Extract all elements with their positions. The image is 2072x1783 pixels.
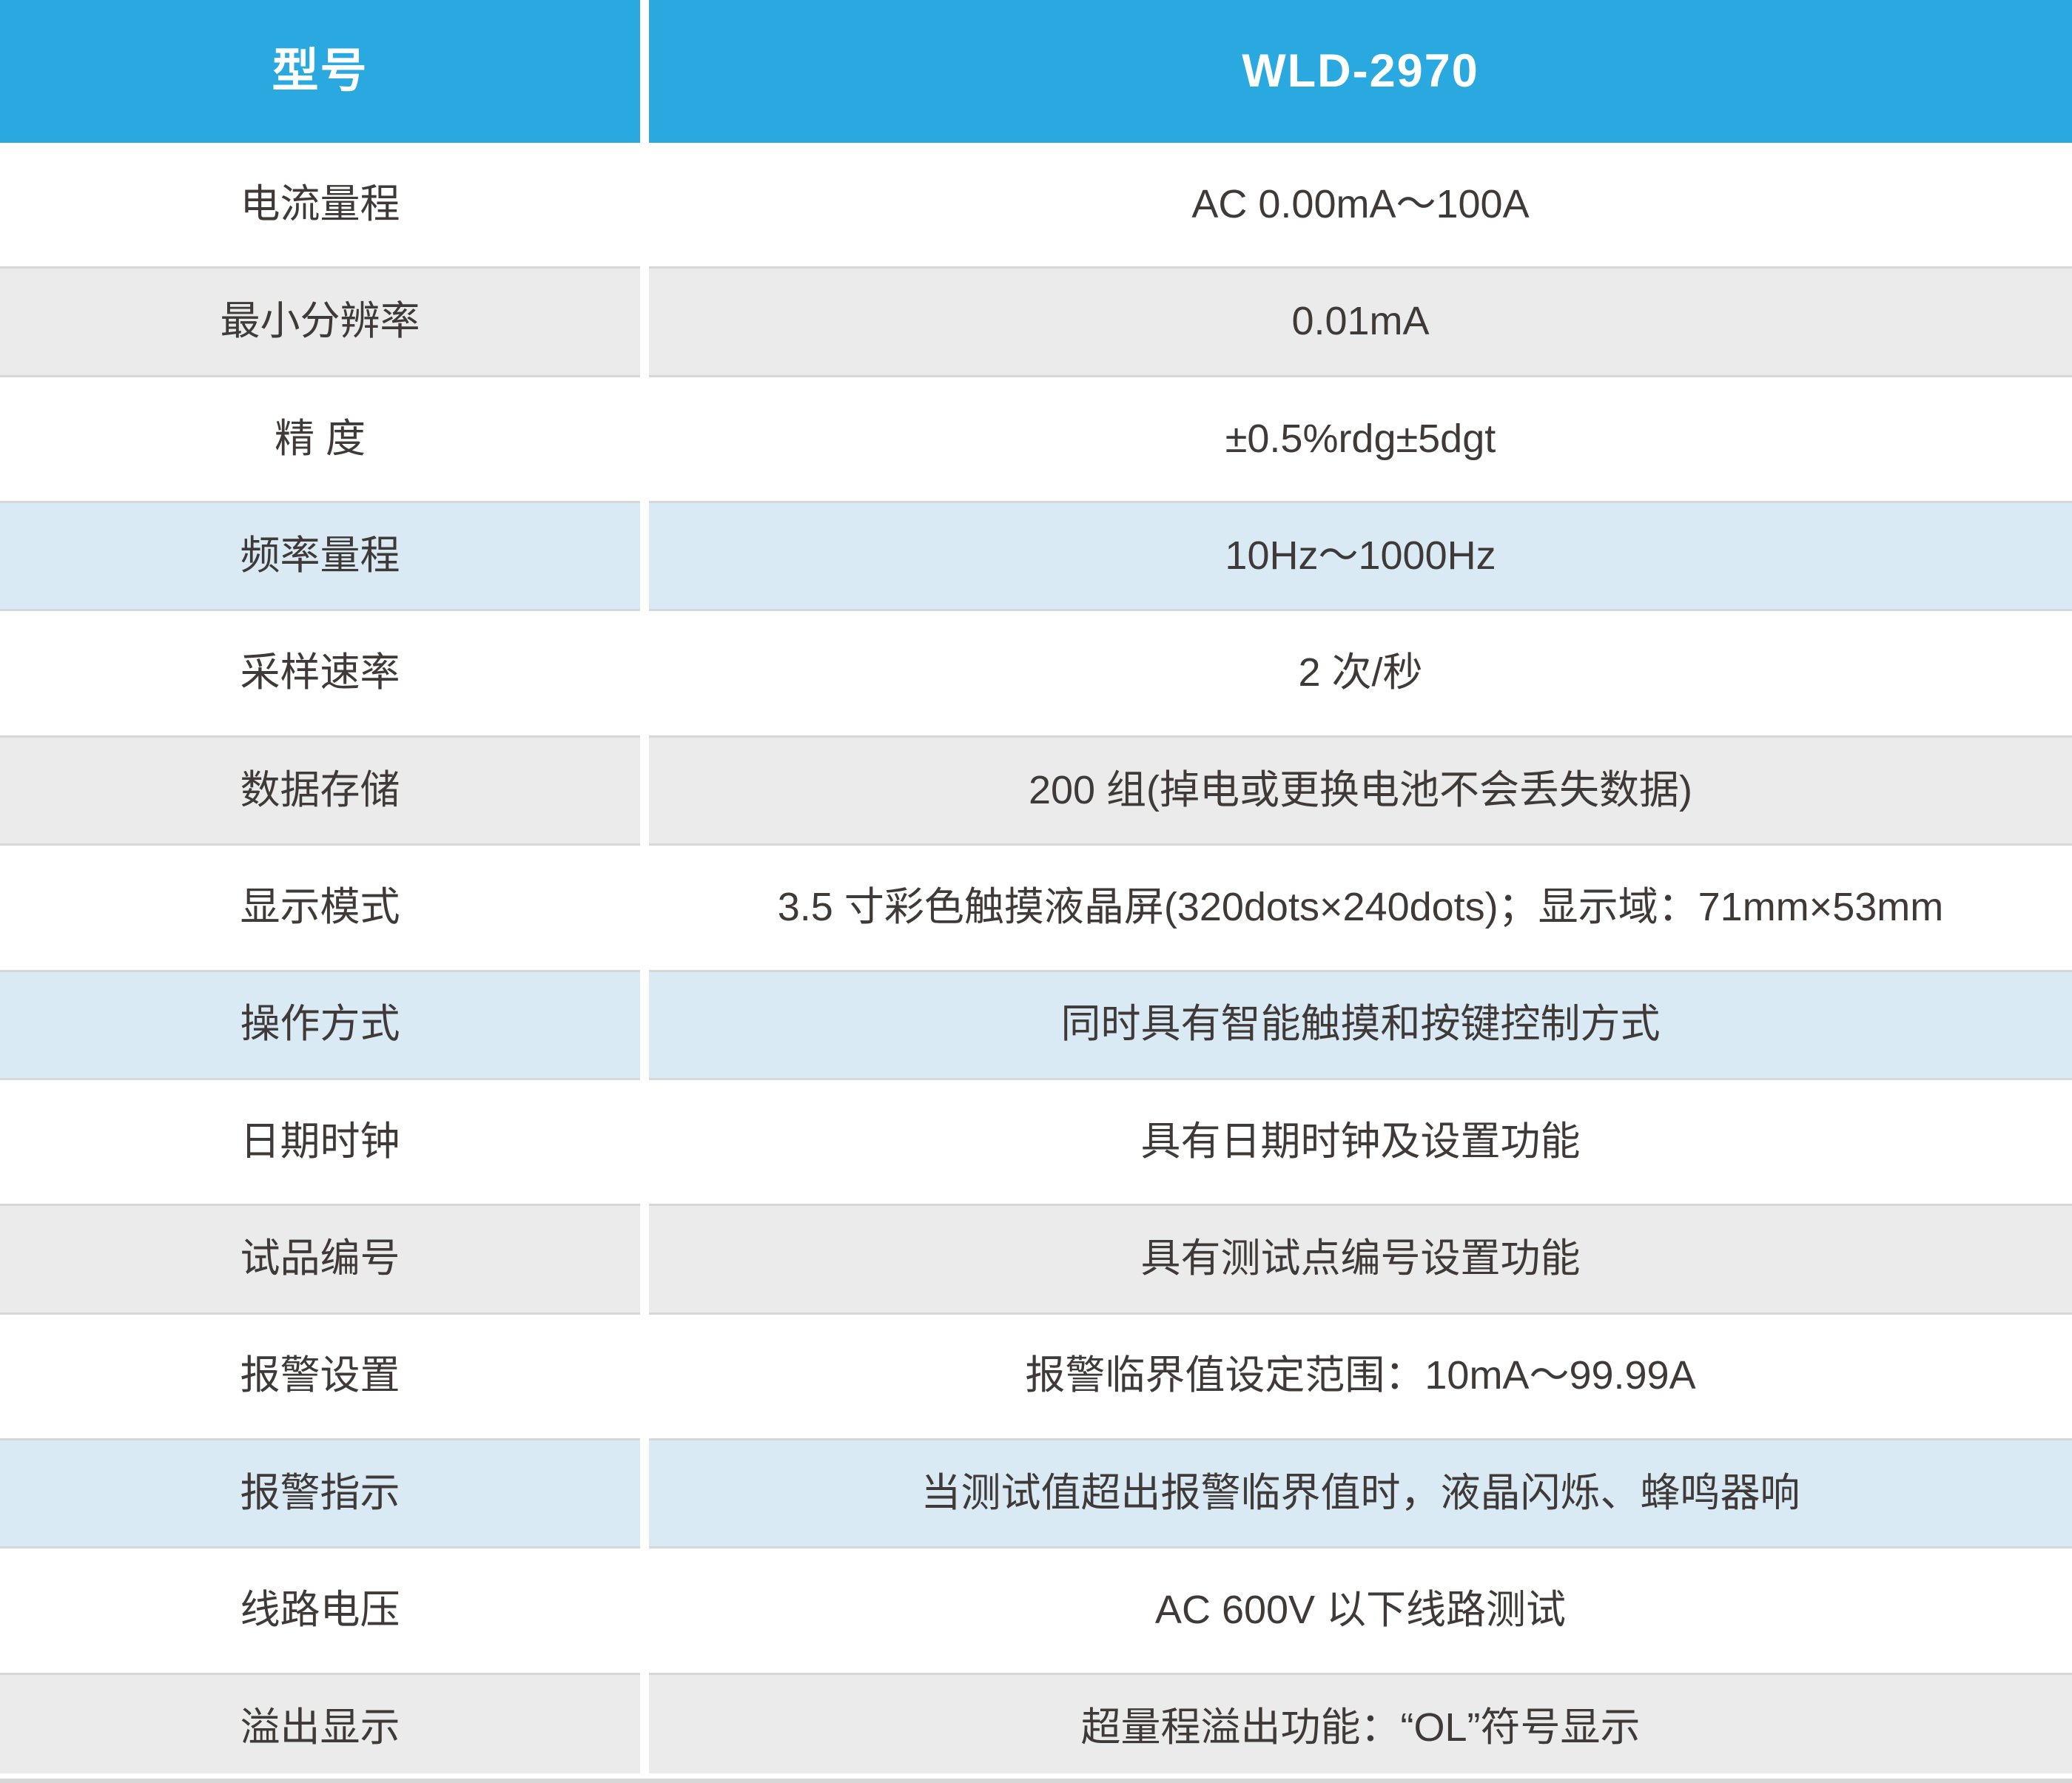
spec-label-cell: 日期时钟 <box>0 1086 640 1198</box>
spec-value-cell: AC 600V 以下线路测试 <box>649 1555 2072 1666</box>
model-header-value: WLD-2970 <box>649 0 2072 143</box>
spec-label-cell: 溢出显示 <box>0 1672 640 1783</box>
spec-value-cell: 0.01mA <box>649 266 2072 377</box>
spec-label-cell: 电流量程 <box>0 149 640 260</box>
spec-label-cell: 试品编号 <box>0 1204 640 1315</box>
spec-value-cell: 同时具有智能触摸和按键控制方式 <box>649 969 2072 1080</box>
spec-label-cell: 报警设置 <box>0 1321 640 1432</box>
spec-value-cell: 报警临界值设定范围：10mA～99.99A <box>649 1321 2072 1432</box>
model-header-label: 型号 <box>0 0 640 143</box>
spec-label-cell: 频率量程 <box>0 501 640 612</box>
spec-label-cell: 报警指示 <box>0 1437 640 1549</box>
spec-value-cell: ±0.5%rdg±5dgt <box>649 383 2072 495</box>
spec-value-cell: 具有测试点编号设置功能 <box>649 1204 2072 1315</box>
spec-value-cell: 200 组(掉电或更换电池不会丢失数据) <box>649 735 2072 846</box>
spec-label-cell: 显示模式 <box>0 852 640 963</box>
spec-label-cell: 采样速率 <box>0 618 640 729</box>
spec-label-cell: 数据存储 <box>0 735 640 846</box>
bottom-gap <box>0 1773 2072 1779</box>
spec-value-cell: 具有日期时钟及设置功能 <box>649 1086 2072 1198</box>
spec-label-cell: 线路电压 <box>0 1555 640 1666</box>
spec-value-cell: 10Hz～1000Hz <box>649 501 2072 612</box>
spec-value-cell: 3.5 寸彩色触摸液晶屏(320dots×240dots)；显示域：71mm×5… <box>649 852 2072 963</box>
spec-label-cell: 精 度 <box>0 383 640 495</box>
spec-label-cell: 操作方式 <box>0 969 640 1080</box>
spec-value-cell: 超量程溢出功能：“OL”符号显示 <box>649 1672 2072 1783</box>
spec-value-cell: 当测试值超出报警临界值时，液晶闪烁、蜂鸣器响 <box>649 1437 2072 1549</box>
bottom-divider <box>0 1779 2072 1783</box>
spec-value-cell: AC 0.00mA～100A <box>649 149 2072 260</box>
spec-value-cell: 2 次/秒 <box>649 618 2072 729</box>
spec-label-cell: 最小分辨率 <box>0 266 640 377</box>
